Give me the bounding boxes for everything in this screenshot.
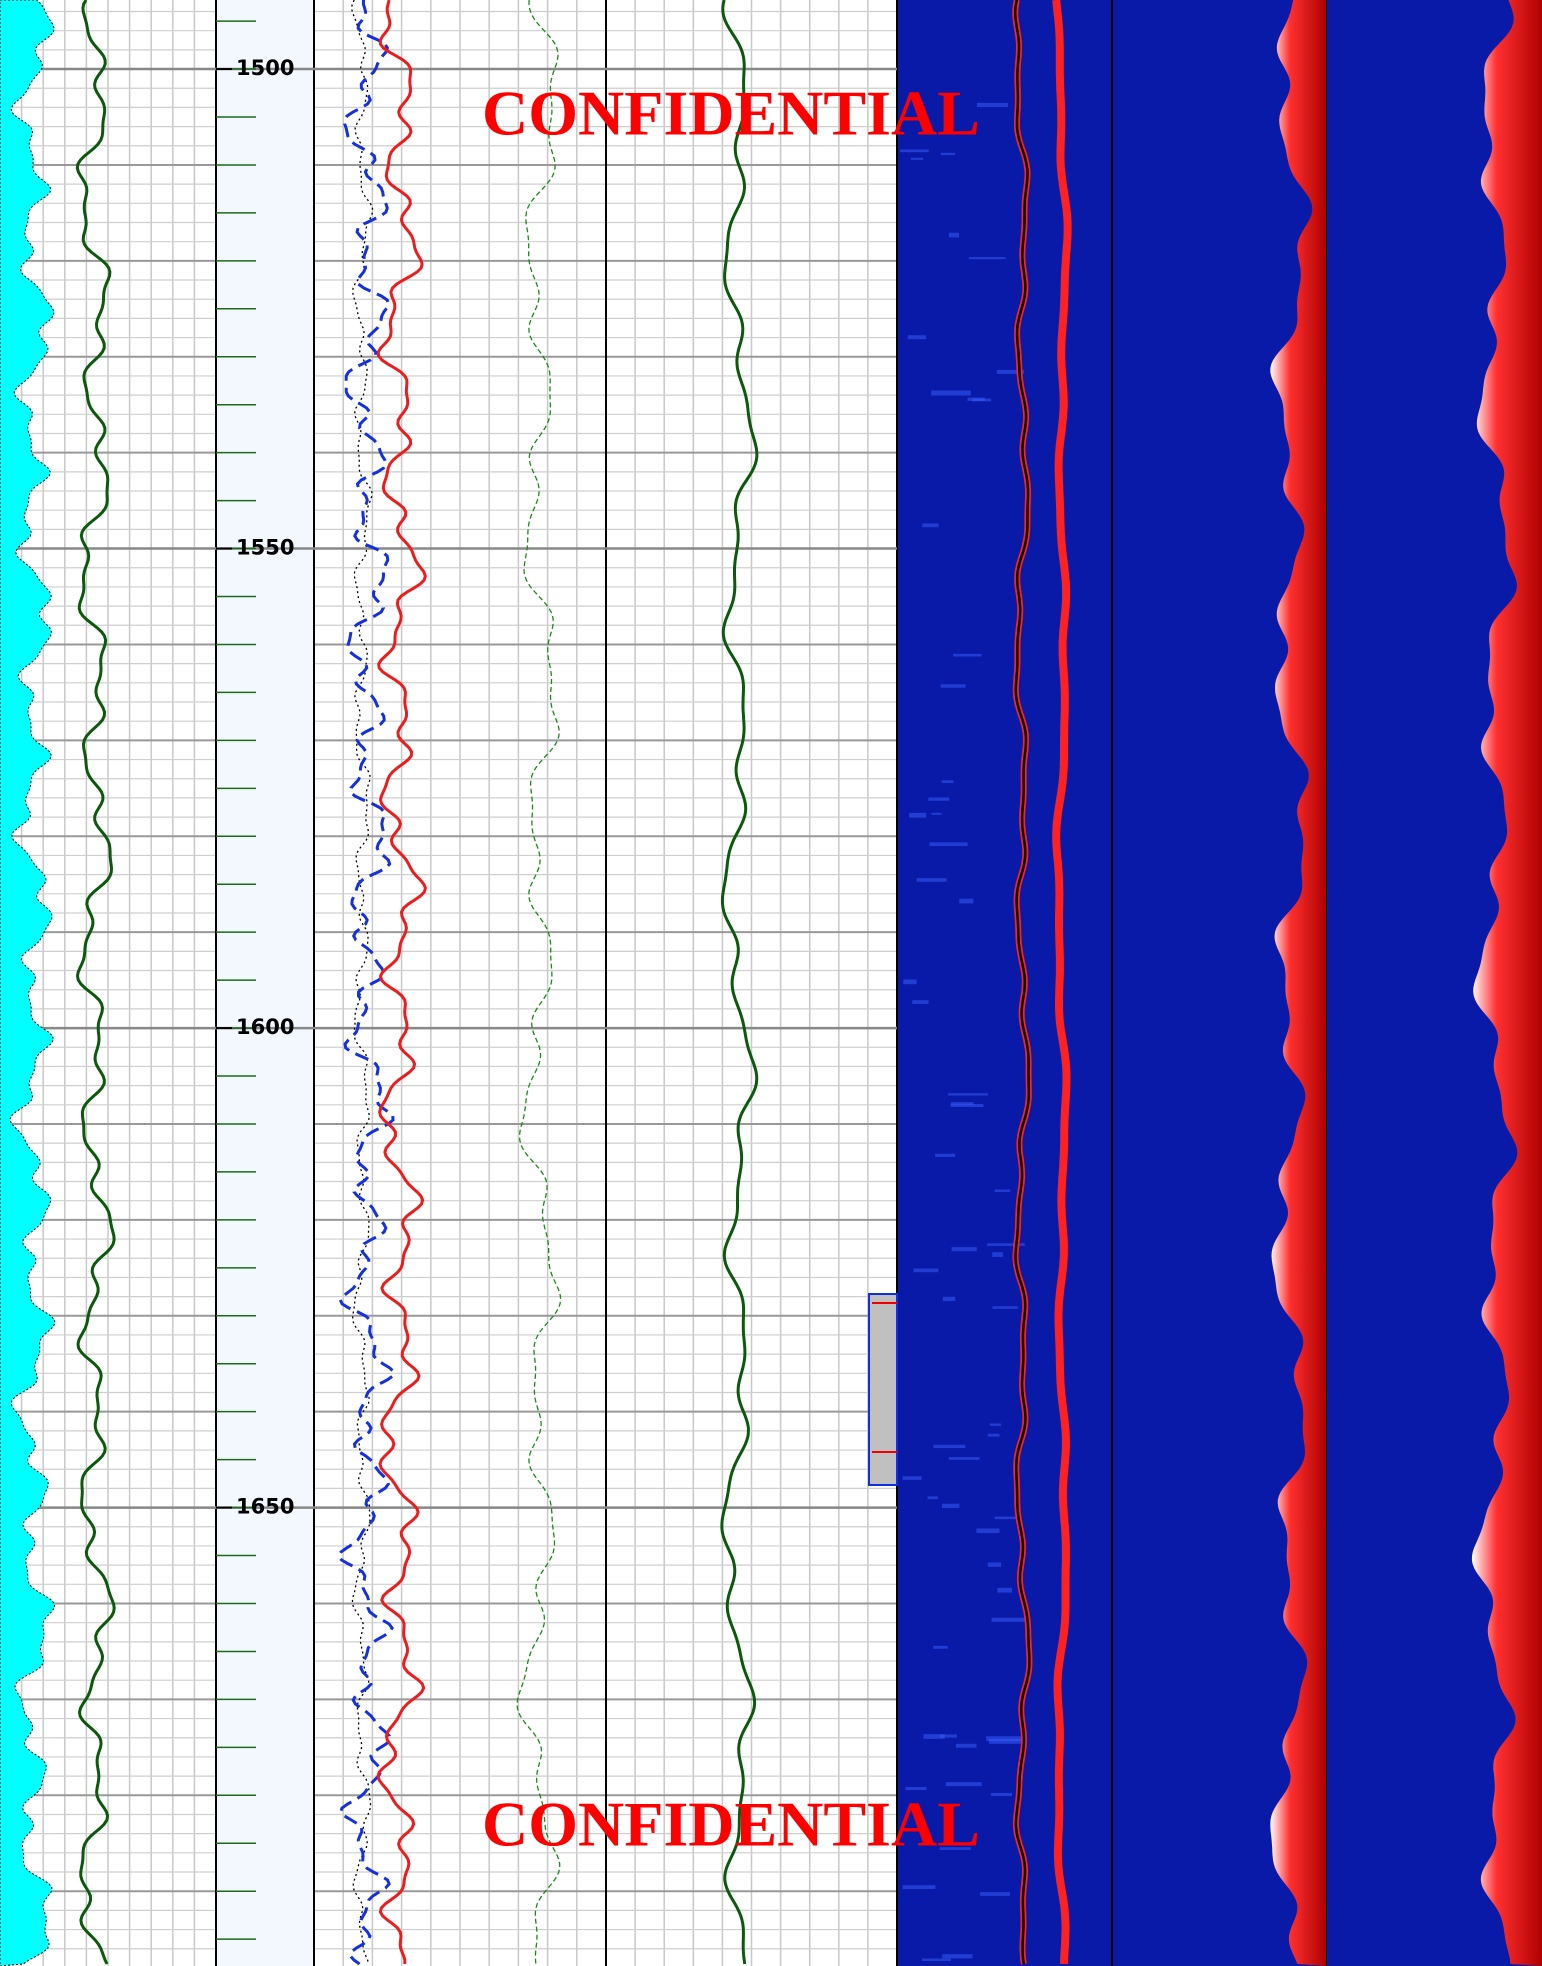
core-marker: [868, 1293, 898, 1486]
curve: [336, 0, 396, 1966]
image-speck: [976, 102, 1008, 108]
depth-label: 1500: [236, 56, 294, 80]
image-speck: [959, 898, 974, 904]
image-band: [1270, 0, 1326, 1966]
image-speck: [948, 232, 960, 238]
image-speck: [994, 1516, 1020, 1520]
image-speck: [922, 523, 939, 528]
image-speck: [945, 1782, 982, 1787]
image-speck: [942, 1954, 973, 1959]
curve: [75, 0, 116, 1965]
image-speck: [992, 1252, 1003, 1257]
image-speck: [980, 1892, 1010, 1896]
image-speck: [916, 878, 947, 882]
image-speck: [928, 797, 950, 801]
image-line: [1013, 0, 1031, 1965]
image-speck: [942, 1296, 956, 1302]
image-speck: [927, 1496, 938, 1500]
image-speck: [939, 1734, 957, 1738]
image-speck: [905, 1787, 927, 1791]
image-band: [1052, 0, 1072, 1965]
image-speck: [910, 157, 924, 160]
image-speck: [902, 1476, 922, 1480]
image-speck: [994, 1189, 1011, 1192]
depth-label: 1550: [236, 536, 294, 560]
grid: [0, 0, 1327, 1966]
image-speck: [948, 1093, 988, 1096]
image-speck: [987, 1433, 1000, 1437]
image-speck: [989, 1423, 1001, 1426]
image-speck: [923, 1734, 945, 1739]
image-speck: [931, 390, 971, 396]
curve: [720, 0, 759, 1965]
image-speck: [935, 1153, 955, 1157]
watermark: CONFIDENTIAL: [482, 1789, 980, 1860]
depth-label: 1650: [236, 1495, 294, 1519]
watermark: CONFIDENTIAL: [482, 78, 980, 149]
image-speck: [940, 152, 956, 156]
image-speck: [986, 1736, 1026, 1742]
image-speck: [931, 812, 942, 815]
image-speck: [940, 684, 966, 688]
image-speck: [913, 1268, 939, 1273]
image-speck: [950, 1103, 984, 1108]
image-speck: [912, 1000, 929, 1004]
image-speck: [907, 335, 926, 340]
image-speck: [992, 1306, 1018, 1309]
image-speck: [941, 780, 954, 783]
image-speck: [955, 1743, 977, 1748]
gr-fill: [0, 0, 56, 1966]
image-speck: [968, 257, 1006, 260]
image-speck: [997, 1587, 1013, 1593]
image-speck: [987, 1243, 1025, 1246]
image-speck: [929, 842, 968, 847]
curve: [516, 0, 562, 1965]
image-speck: [990, 1792, 1013, 1796]
image-tracks: [897, 0, 1542, 1966]
curve: [350, 0, 374, 1965]
image-speck: [933, 1645, 948, 1649]
depth-axis: 1500 1550 1600 1650: [216, 20, 294, 1940]
depth-track: [216, 0, 314, 1966]
image-speck: [996, 369, 1024, 374]
image-speck: [933, 1444, 966, 1449]
image-speck: [953, 653, 982, 657]
image-speck: [903, 979, 917, 985]
image-speck: [900, 149, 929, 153]
image-speck: [976, 1528, 1000, 1534]
image-band: [1471, 0, 1542, 1966]
image-speck: [939, 1847, 971, 1850]
image-speck: [909, 812, 927, 818]
core-box: [868, 1293, 898, 1486]
image-speck: [991, 1617, 1029, 1622]
image-speck: [922, 1958, 951, 1961]
image-speck: [989, 1739, 1026, 1744]
image-speck: [941, 1503, 960, 1508]
curve: [376, 0, 427, 1964]
image-speck: [948, 1457, 980, 1460]
depth-label: 1600: [236, 1015, 294, 1039]
image-speck: [951, 1247, 977, 1252]
image-speck: [967, 397, 985, 401]
image-speck: [987, 1562, 1002, 1567]
image-speck: [950, 1102, 974, 1105]
image-speck: [902, 1885, 936, 1889]
